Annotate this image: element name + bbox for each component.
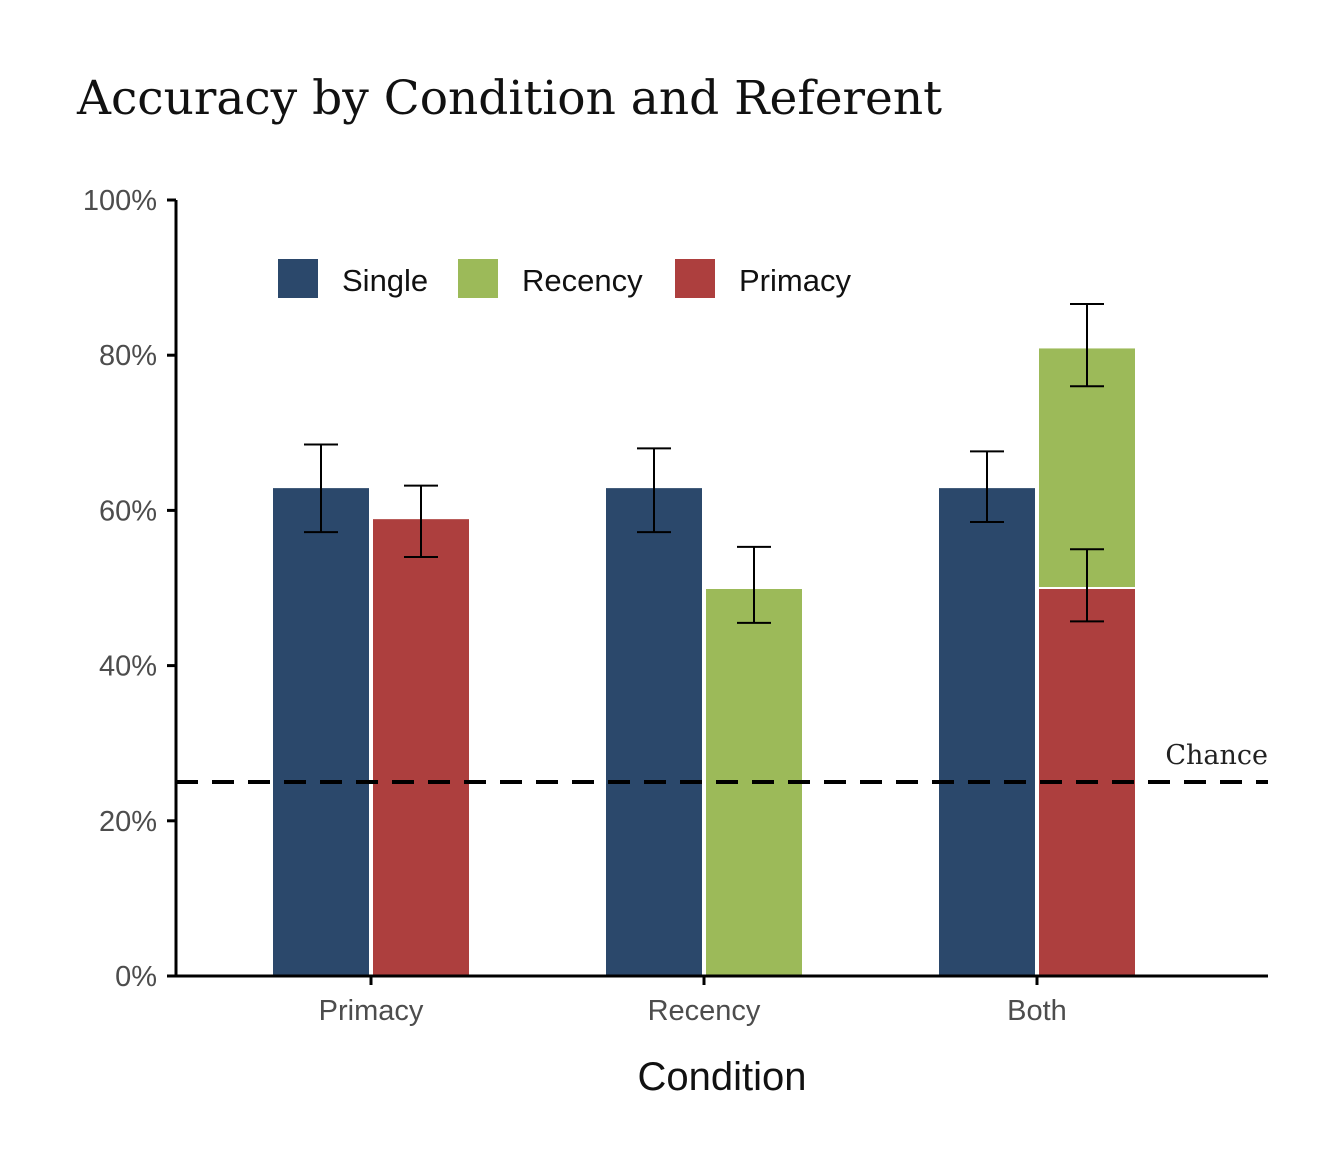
x-axis-title: Condition [637, 1055, 806, 1099]
y-tick-label: 40% [99, 651, 157, 683]
errorbar-layer [304, 302, 1104, 624]
error-bar-recency-single [637, 447, 671, 534]
bar-primacy-primacy [371, 517, 471, 977]
error-bar-both-primacy [1070, 548, 1104, 623]
y-tick-label: 0% [115, 961, 157, 993]
legend-swatch [675, 259, 715, 298]
error-bar-recency-recency [737, 545, 771, 624]
legend-label: Primacy [739, 263, 851, 298]
legend-swatch [278, 259, 318, 298]
x-tick-label-recency: Recency [648, 995, 761, 1027]
bar-primacy-single [271, 486, 371, 977]
error-bar-primacy-primacy [404, 484, 438, 558]
legend-item-single: Single [278, 259, 428, 298]
y-tick-label: 100% [83, 185, 157, 217]
x-tick-label-primacy: Primacy [319, 995, 424, 1027]
error-bar-both-single [970, 450, 1004, 524]
legend: Single Recency Primacy [278, 259, 851, 298]
y-tick-label: 80% [99, 340, 157, 372]
legend-item-primacy: Primacy [675, 259, 851, 298]
y-tick-label: 60% [99, 495, 157, 527]
y-tick-label: 20% [99, 806, 157, 838]
axes [174, 200, 1268, 978]
reference-line-layer: Chance [176, 740, 1268, 784]
error-bar-primacy-single [304, 443, 338, 534]
legend-swatch [458, 259, 498, 298]
legend-label: Single [342, 263, 428, 298]
chance-label: Chance [1165, 740, 1268, 771]
bar-recency-single [604, 486, 704, 977]
y-ticks: 0% 20% 40% 60% 80% 100% [83, 185, 176, 993]
x-tick-label-both: Both [1007, 995, 1067, 1027]
legend-item-recency: Recency [458, 259, 643, 298]
bars-layer [271, 346, 1137, 977]
chart-title: Accuracy by Condition and Referent [76, 71, 942, 126]
legend-label: Recency [522, 263, 643, 298]
bar-both-single [937, 486, 1037, 977]
error-bar-both-recency [1070, 302, 1104, 388]
x-ticks: Primacy Recency Both [319, 976, 1067, 1027]
